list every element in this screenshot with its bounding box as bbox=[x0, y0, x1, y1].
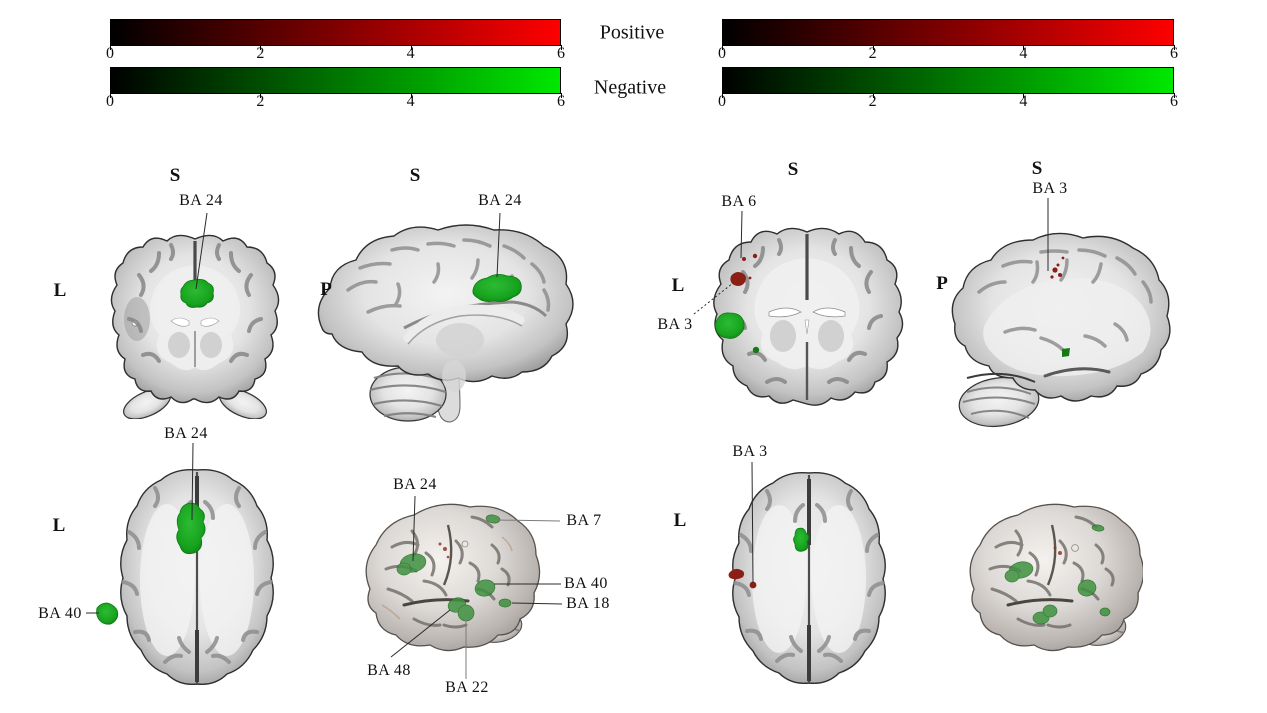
colorbar-tick bbox=[1023, 45, 1025, 50]
cluster-blob-negative bbox=[714, 312, 745, 339]
colorbar-tick bbox=[1174, 93, 1175, 98]
colorbar-tick bbox=[872, 45, 874, 50]
cluster-blob-positive bbox=[728, 568, 745, 580]
colorbar-tick bbox=[1174, 45, 1175, 50]
colorbar-tick bbox=[110, 93, 111, 98]
annotation-label-ba24: BA 24 bbox=[179, 192, 223, 209]
legend-negative-label: Negative bbox=[593, 76, 667, 99]
colorbar-tick-label: 2 bbox=[868, 93, 877, 110]
cluster-blob-positive-ba3 bbox=[730, 272, 746, 286]
colorbar-left-positive: 0 2 4 6 bbox=[106, 19, 565, 62]
colorbar-tick bbox=[1023, 93, 1025, 98]
cluster-dots-positive-ba3 bbox=[1050, 256, 1065, 279]
cluster-dot-negative bbox=[752, 346, 760, 354]
cluster-specks-positive bbox=[438, 542, 450, 559]
colorbar-tick bbox=[561, 93, 562, 98]
colorbar-gradient bbox=[110, 19, 561, 46]
annotation-label-ba6: BA 6 bbox=[721, 193, 757, 210]
annotation-label-ba3: BA 3 bbox=[732, 443, 768, 460]
orientation-label-left: L bbox=[673, 510, 687, 531]
cluster-patches-negative bbox=[396, 514, 512, 622]
axial-slice-right-positive bbox=[728, 472, 886, 684]
orientation-label-left: L bbox=[53, 280, 67, 301]
colorbar-tick-label: 6 bbox=[1170, 93, 1178, 110]
brain-3d-render-right-group bbox=[969, 503, 1143, 652]
orientation-label-superior: S bbox=[169, 165, 181, 186]
cluster-patch-ba22 bbox=[457, 604, 475, 622]
annotation-label-ba24: BA 24 bbox=[164, 425, 208, 442]
colorbar-tick-label: 2 bbox=[256, 93, 265, 110]
colorbar-tick bbox=[872, 93, 874, 98]
sagittal-slice-right-positive bbox=[951, 232, 1171, 428]
colorbar-tick-label: 4 bbox=[1019, 93, 1028, 110]
annotation-label-ba24: BA 24 bbox=[393, 476, 437, 493]
cluster-specks-positive bbox=[1053, 546, 1062, 555]
annotation-label-ba22: BA 22 bbox=[445, 679, 489, 696]
cluster-patch-ba18 bbox=[498, 598, 512, 608]
colorbar-tick-label: 0 bbox=[718, 93, 726, 110]
colorbar-tick-label: 6 bbox=[557, 93, 565, 110]
colorbar-tick-label: 6 bbox=[557, 45, 565, 62]
colorbar-tick bbox=[260, 45, 262, 50]
colorbar-tick-label: 2 bbox=[256, 45, 265, 62]
annotation-label-ba18: BA 18 bbox=[566, 595, 610, 612]
colorbar-tick bbox=[110, 45, 111, 50]
colorbar-gradient bbox=[722, 67, 1174, 94]
cluster-dot-positive-ba6 bbox=[742, 257, 746, 261]
colorbar-tick-label: 0 bbox=[718, 45, 726, 62]
cluster-dot-negative bbox=[1062, 348, 1070, 357]
orientation-label-superior: S bbox=[1031, 158, 1043, 179]
cluster-dot-positive bbox=[748, 276, 752, 280]
brain-3d-render-left-group bbox=[365, 503, 541, 652]
colorbar-tick bbox=[410, 93, 412, 98]
cluster-dot-positive bbox=[752, 253, 758, 259]
cluster-patches-negative bbox=[1004, 524, 1111, 625]
colorbar-tick-label: 4 bbox=[406, 93, 415, 110]
orientation-label-posterior: P bbox=[936, 273, 948, 294]
legend-positive-label: Positive bbox=[599, 21, 665, 44]
annotation-label-ba40: BA 40 bbox=[564, 575, 608, 592]
colorbar-tick-label: 2 bbox=[868, 45, 877, 62]
sagittal-slice-left-negative bbox=[317, 224, 574, 423]
coronal-slice-right-positive bbox=[713, 227, 904, 406]
colorbar-tick bbox=[561, 45, 562, 50]
colorbar-tick-label: 0 bbox=[106, 93, 114, 110]
orientation-label-posterior: P bbox=[320, 279, 332, 300]
colorbar-tick bbox=[722, 45, 723, 50]
orientation-label-left: L bbox=[671, 275, 685, 296]
annotation-label-ba3: BA 3 bbox=[1032, 180, 1068, 197]
colorbar-tick-label: 4 bbox=[1019, 45, 1028, 62]
cluster-dot-positive-ba3 bbox=[749, 581, 757, 589]
colorbar-tick-label: 6 bbox=[1170, 45, 1178, 62]
cluster-blob-negative bbox=[793, 527, 810, 552]
axial-slice-left-negative bbox=[96, 469, 274, 685]
colorbar-tick bbox=[722, 93, 723, 98]
orientation-label-left: L bbox=[52, 515, 66, 536]
cluster-blob-negative-ba40 bbox=[96, 602, 119, 625]
colorbar-tick bbox=[260, 93, 262, 98]
colorbar-right-negative: 0 2 4 6 bbox=[718, 67, 1178, 110]
coronal-slice-left-negative bbox=[110, 234, 280, 419]
annotation-label-ba3: BA 3 bbox=[657, 316, 693, 333]
colorbar-tick-label: 0 bbox=[106, 45, 114, 62]
colorbar-left-negative: 0 2 4 6 bbox=[106, 67, 565, 110]
colorbar-gradient bbox=[110, 67, 561, 94]
cluster-blob-negative-ba24 bbox=[472, 274, 522, 302]
colorbar-gradient bbox=[722, 19, 1174, 46]
colorbar-tick-label: 4 bbox=[406, 45, 415, 62]
orientation-label-superior: S bbox=[409, 165, 421, 186]
cluster-patch-ba40 bbox=[474, 579, 496, 597]
annotation-label-ba48: BA 48 bbox=[367, 662, 411, 679]
colorbar-tick bbox=[410, 45, 412, 50]
annotation-label-ba7: BA 7 bbox=[566, 512, 602, 529]
cluster-blob-negative-ba24 bbox=[176, 502, 206, 555]
colorbar-right-positive: 0 2 4 6 bbox=[718, 19, 1178, 62]
annotation-label-ba24: BA 24 bbox=[478, 192, 522, 209]
orientation-label-superior: S bbox=[787, 159, 799, 180]
annotation-label-ba40: BA 40 bbox=[38, 605, 82, 622]
